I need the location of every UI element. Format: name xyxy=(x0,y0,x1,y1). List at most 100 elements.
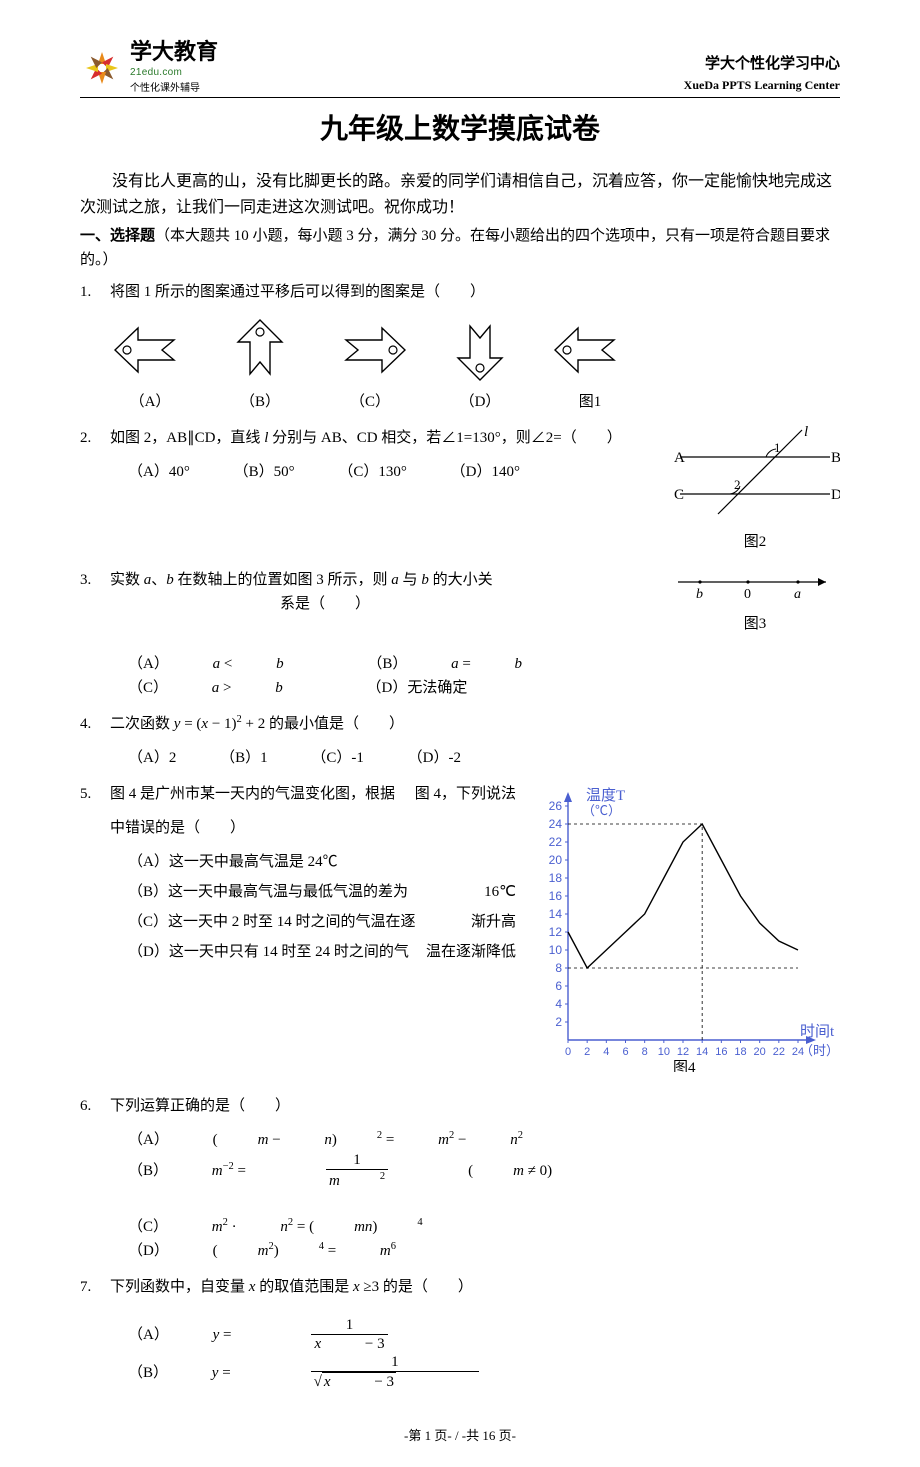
section-label: 一、选择题 xyxy=(80,227,155,244)
q3-opt-c: （C） a > b xyxy=(128,676,323,700)
svg-text:4: 4 xyxy=(555,997,562,1011)
svg-text:22: 22 xyxy=(549,835,563,849)
svg-text:l: l xyxy=(804,424,808,440)
svg-text:10: 10 xyxy=(658,1046,670,1058)
q1-label-a: （A） xyxy=(130,394,171,410)
svg-text:8: 8 xyxy=(555,961,562,975)
q3-stem-f: 系是（ ） xyxy=(280,596,370,612)
svg-text:b: b xyxy=(696,587,703,602)
svg-text:16: 16 xyxy=(715,1046,727,1058)
svg-text:（时）: （时） xyxy=(800,1043,839,1058)
q2-num: 2. xyxy=(80,426,110,450)
q6-opt-b: （B） m−2 = 1m2 (m ≠ 0) xyxy=(128,1152,632,1191)
svg-text:温度T: 温度T xyxy=(586,787,625,804)
question-3: 3. b 0 a 图3 实数 a、b 在数轴上的位置如图 3 所示，则 a 与 … xyxy=(80,568,840,704)
svg-text:12: 12 xyxy=(549,925,563,939)
q3-num: 3. xyxy=(80,568,110,592)
q6-opt-c: （C） m2 · n2 = (mn)4 xyxy=(128,1215,463,1239)
svg-text:14: 14 xyxy=(696,1046,708,1058)
q2-figure: A B C D l 1 2 图2 xyxy=(670,422,840,554)
q4-options: （A）2 （B）1 （C）-1 （D）-2 xyxy=(128,746,840,770)
svg-text:18: 18 xyxy=(549,871,563,885)
svg-text:图4: 图4 xyxy=(673,1059,696,1072)
svg-text:14: 14 xyxy=(549,907,563,921)
q1-stem: 将图 1 所示的图案通过平移后可以得到的图案是（ ） xyxy=(110,280,840,304)
q1-num: 1. xyxy=(80,280,110,304)
question-6: 6. 下列运算正确的是（ ） （A） (m − n)2 = m2 − n2 （B… xyxy=(80,1094,840,1267)
page-title: 九年级上数学摸底试卷 xyxy=(80,108,840,153)
logo-sub: 个性化课外辅导 xyxy=(130,83,200,94)
svg-text:10: 10 xyxy=(549,943,563,957)
svg-text:4: 4 xyxy=(603,1046,609,1058)
q2-stem-a: 如图 2，AB∥CD，直线 xyxy=(110,430,264,446)
svg-text:6: 6 xyxy=(555,979,562,993)
q3-opt-b: （B） a = b xyxy=(367,652,562,676)
question-4: 4. 二次函数 y = (x − 1)2 + 2 的最小值是（ ） （A）2 （… xyxy=(80,712,840,774)
q2-opt-c: （C）130° xyxy=(338,460,407,484)
svg-text:a: a xyxy=(794,587,801,602)
q5-chart: 2468101214161820222426024681012141618202… xyxy=(530,782,840,1080)
q4-opt-b: （B）1 xyxy=(220,746,268,770)
q7-stem-b: 的取值范围是 xyxy=(255,1279,353,1295)
svg-text:16: 16 xyxy=(549,889,563,903)
logo-cn: 学大教育 xyxy=(130,39,218,64)
svg-text:6: 6 xyxy=(622,1046,628,1058)
svg-text:D: D xyxy=(831,487,840,503)
section-heading: 一、选择题（本大题共 10 小题，每小题 3 分，满分 30 分。在每小题给出的… xyxy=(80,224,840,272)
q7-stem-c: ≥3 的是（ ） xyxy=(363,1279,472,1295)
page-header: 学大教育 21edu.com 个性化课外辅导 学大个性化学习中心 XueDa P… xyxy=(80,40,840,98)
q1-label-b: （B） xyxy=(240,394,280,410)
q7-options: （A） y = 1x − 3 （B） y = 1x − 3 xyxy=(128,1317,840,1392)
q3-figure: b 0 a 图3 xyxy=(670,568,840,636)
q4-num: 4. xyxy=(80,712,110,736)
svg-text:2: 2 xyxy=(734,477,741,492)
question-1: 1. 将图 1 所示的图案通过平移后可以得到的图案是（ ） （A） （B） xyxy=(80,280,840,418)
svg-text:20: 20 xyxy=(549,853,563,867)
q6-opt-a: （A） (m − n)2 = m2 − n2 xyxy=(128,1128,563,1152)
question-2: 2. A B C D l 1 2 图2 如图 2，AB∥CD，直线 l 分别与 … xyxy=(80,426,840,560)
header-right-en: XueDa PPTS Learning Center xyxy=(684,76,840,95)
svg-text:22: 22 xyxy=(773,1046,785,1058)
svg-text:12: 12 xyxy=(677,1046,689,1058)
header-right-cn: 学大个性化学习中心 xyxy=(684,52,840,76)
q7-num: 7. xyxy=(80,1275,110,1299)
section-desc: （本大题共 10 小题，每小题 3 分，满分 30 分。在每小题给出的四个选项中… xyxy=(80,228,830,268)
q7-stem-a: 下列函数中，自变量 xyxy=(110,1279,249,1295)
svg-text:2: 2 xyxy=(584,1046,590,1058)
q2-opt-b: （B）50° xyxy=(234,460,295,484)
q2-fig-label: 图2 xyxy=(670,530,840,554)
q3-stem-a: 实数 xyxy=(110,572,144,588)
question-7: 7. 下列函数中，自变量 x 的取值范围是 x ≥3 的是（ ） （A） y =… xyxy=(80,1275,840,1396)
q7-opt-b: （B） y = 1x − 3 xyxy=(128,1354,559,1392)
logo-icon xyxy=(80,46,124,90)
logo-text: 学大教育 21edu.com 个性化课外辅导 xyxy=(130,40,218,95)
logo-en: 21edu.com xyxy=(130,67,182,78)
q1-fig-d: （D） xyxy=(440,314,520,414)
q1-label-ref: 图1 xyxy=(579,394,602,410)
q5-stem-a: 图 4 是广州市某一天内的气温变化图，根据 xyxy=(110,786,395,802)
q3-stem-c: 在数轴上的位置如图 3 所示，则 xyxy=(174,572,392,588)
svg-text:（℃）: （℃） xyxy=(582,803,621,818)
q3-options: （A） a < b （B） a = b （C） a > b （D）无法确定 xyxy=(128,652,840,700)
page-footer: -第 1 页- / -共 16 页- xyxy=(80,1426,840,1447)
q3-fig-label: 图3 xyxy=(670,612,840,636)
svg-text:8: 8 xyxy=(642,1046,648,1058)
svg-text:B: B xyxy=(831,450,840,466)
logo: 学大教育 21edu.com 个性化课外辅导 xyxy=(80,40,218,95)
header-right: 学大个性化学习中心 XueDa PPTS Learning Center xyxy=(684,52,840,95)
q4-opt-c: （C）-1 xyxy=(311,746,364,770)
q6-opt-d: （D） (m2)4 = m6 xyxy=(128,1239,436,1263)
q4-opt-a: （A）2 xyxy=(128,746,176,770)
q6-stem: 下列运算正确的是（ ） xyxy=(110,1094,840,1118)
q5-stem-b: 图 4，下列说法 xyxy=(415,782,516,806)
q1-fig-b: （B） xyxy=(220,314,300,414)
q1-fig-a: （A） xyxy=(110,314,190,414)
q2-stem-c: 1=130°，则∠2=（ ） xyxy=(456,430,621,446)
q3-opt-a: （A） a < b xyxy=(128,652,324,676)
q2-opt-d: （D）140° xyxy=(451,460,520,484)
q1-label-d: （D） xyxy=(460,394,501,410)
question-5: 5. 2468101214161820222426024681012141618… xyxy=(80,782,840,1086)
intro-text: 没有比人更高的山，没有比脚更长的路。亲爱的同学们请相信自己，沉着应答，你一定能愉… xyxy=(80,169,840,220)
q5-num: 5. xyxy=(80,782,110,806)
q1-label-c: （C） xyxy=(350,394,390,410)
